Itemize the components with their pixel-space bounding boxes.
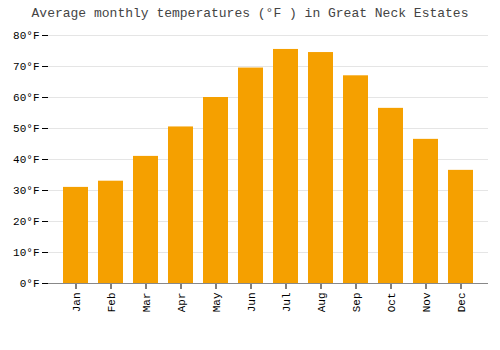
svg-text:20°F: 20°F: [13, 216, 39, 228]
svg-text:50°F: 50°F: [13, 123, 39, 135]
svg-text:Feb: Feb: [106, 293, 118, 313]
svg-text:40°F: 40°F: [13, 154, 39, 166]
svg-text:Jun: Jun: [246, 293, 258, 313]
svg-text:Jul: Jul: [281, 293, 293, 313]
svg-text:May: May: [211, 292, 223, 312]
svg-text:30°F: 30°F: [13, 185, 39, 197]
svg-text:Jan: Jan: [71, 293, 83, 313]
html-text:Average monthly temperatures (: Average monthly temperatures (°F ) in Gr…: [31, 6, 469, 21]
svg-text:0°F: 0°F: [20, 278, 40, 290]
svg-text:Oct: Oct: [386, 293, 398, 313]
svg-text:60°F: 60°F: [13, 92, 39, 104]
svg-text:Aug: Aug: [316, 293, 328, 313]
svg-text:80°F: 80°F: [13, 30, 39, 42]
svg-text:70°F: 70°F: [13, 61, 39, 73]
svg-text:Apr: Apr: [176, 293, 188, 313]
svg-text:Nov: Nov: [421, 292, 433, 312]
svg-text:Dec: Dec: [456, 293, 468, 313]
svg-text:Mar: Mar: [141, 293, 153, 313]
svg-text:10°F: 10°F: [13, 247, 39, 259]
svg-text:Sep: Sep: [351, 293, 363, 313]
